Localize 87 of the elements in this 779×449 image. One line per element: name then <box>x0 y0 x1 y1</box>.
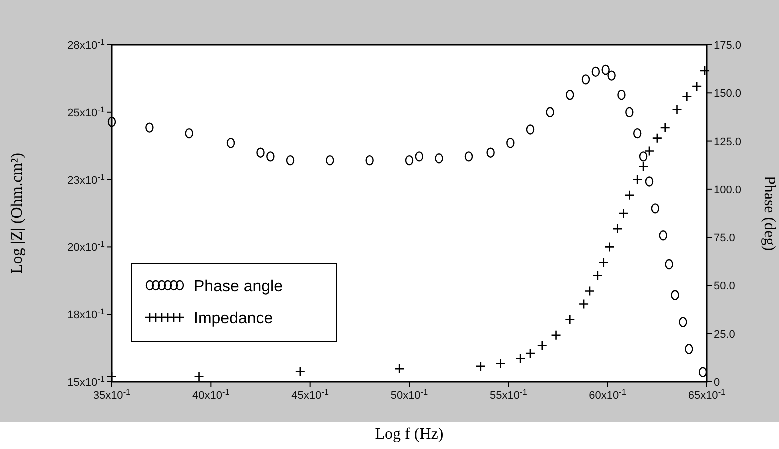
point <box>266 152 275 162</box>
point <box>682 92 692 102</box>
y2-tick-label: 175.0 <box>714 40 742 52</box>
point <box>146 122 154 133</box>
point <box>598 258 610 268</box>
y-tick-label: 28x10$^{-1}$ <box>68 38 106 52</box>
y-tick-label: 18x10$^{-1}$ <box>68 307 106 322</box>
point <box>464 152 474 162</box>
point <box>546 107 554 118</box>
x-axis-title: Log f (Hz) <box>375 426 444 443</box>
point <box>602 64 610 76</box>
point <box>633 128 642 139</box>
point <box>185 128 194 139</box>
point <box>604 242 615 252</box>
point <box>108 116 116 128</box>
point <box>565 314 576 325</box>
legend-label: Phase angle <box>194 278 284 296</box>
y2-tick-label: 25.0 <box>714 328 736 341</box>
x-tick-label: 50x10$^{-1}$ <box>390 388 429 402</box>
y-tick-label: 15x10$^{-1}$ <box>68 374 106 389</box>
point <box>608 70 616 81</box>
point <box>515 354 526 364</box>
point <box>506 138 515 148</box>
y-tick-label: 20x10$^{-1}$ <box>68 240 106 254</box>
point <box>679 317 688 328</box>
point <box>415 152 424 162</box>
point <box>672 104 682 115</box>
y2-tick-label: 75.0 <box>714 232 736 245</box>
x-tick-label: 45x10$^{-1}$ <box>292 388 330 402</box>
point <box>644 146 655 156</box>
x-tick-label: 65x10$^{-1}$ <box>688 388 726 402</box>
point <box>578 299 590 310</box>
point <box>639 152 648 162</box>
point <box>405 155 414 166</box>
point <box>476 361 486 372</box>
y2-tick-label: 100.0 <box>714 184 742 196</box>
point <box>632 174 643 185</box>
point <box>326 155 334 166</box>
x-tick-label: 60x10$^{-1}$ <box>589 388 627 402</box>
y2-tick-label: 0 <box>714 377 720 389</box>
point <box>592 66 600 78</box>
point <box>700 66 710 76</box>
point <box>496 358 506 370</box>
point <box>256 148 265 158</box>
point <box>638 162 649 172</box>
point <box>551 330 562 340</box>
point <box>526 124 535 135</box>
point <box>486 148 495 158</box>
point <box>618 208 629 219</box>
point <box>612 224 623 234</box>
point <box>692 81 702 92</box>
point <box>366 155 374 166</box>
point <box>698 367 708 378</box>
point <box>645 176 654 187</box>
point <box>592 270 604 281</box>
point <box>525 348 536 359</box>
point <box>194 372 204 382</box>
point <box>626 107 634 118</box>
point <box>660 122 670 134</box>
y-axis-title: Log |Z| (Ohm.cm²) <box>9 153 26 274</box>
y-tick-label: 23x10$^{-1}$ <box>68 172 106 187</box>
point <box>582 74 590 85</box>
point <box>584 286 596 296</box>
x-tick-label: 40x10$^{-1}$ <box>192 388 230 402</box>
point <box>652 133 663 144</box>
point <box>295 366 306 377</box>
point <box>651 204 660 214</box>
y2-tick-label: 50.0 <box>714 280 736 293</box>
point <box>618 90 626 100</box>
point <box>394 364 405 374</box>
point <box>435 154 444 164</box>
y-tick-label: 25x10$^{-1}$ <box>68 104 106 120</box>
point <box>566 90 574 100</box>
point <box>286 155 295 166</box>
y2-tick-label: 150.0 <box>714 88 742 100</box>
point <box>671 290 680 300</box>
point <box>685 344 694 354</box>
x-tick-label: 35x10$^{-1}$ <box>93 388 132 402</box>
point <box>665 259 674 270</box>
point <box>624 190 635 201</box>
x-tick-label: 55x10$^{-1}$ <box>490 388 528 402</box>
y2-axis-title: Phase (deg) <box>761 176 778 252</box>
point <box>226 138 236 148</box>
point <box>659 230 668 241</box>
y2-tick-label: 125.0 <box>714 136 742 148</box>
point <box>537 340 548 351</box>
legend-label: Impedance <box>194 310 274 328</box>
